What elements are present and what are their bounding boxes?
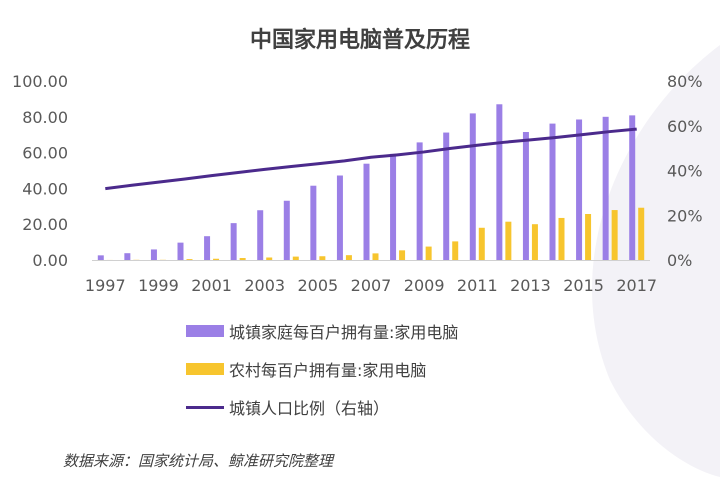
bar-urban-computers [549,123,556,261]
y-right-tick-label: 0% [667,251,692,270]
bar-rural-computers [505,221,512,260]
bar-urban-computers [469,113,476,260]
chart-title: 中国家用电脑普及历程 [249,28,470,53]
legend-swatch-urban [186,325,224,337]
bar-urban-computers [124,253,131,260]
x-tick-label: 2009 [404,276,445,295]
bar-rural-computers [213,258,220,260]
bar-urban-computers [283,200,290,260]
bar-urban-computers [416,142,423,260]
bar-rural-computers [478,227,485,260]
bar-rural-computers [292,256,299,260]
x-tick-label: 2007 [351,276,392,295]
legend-label-ratio: 城镇人口比例（右轴） [229,399,390,418]
bar-urban-computers [576,119,583,260]
x-tick-label: 2013 [510,276,551,295]
bar-urban-computers [257,210,264,260]
bar-urban-computers [177,242,184,260]
bar-rural-computers [611,210,618,260]
bar-urban-computers [97,255,104,260]
y-right-tick-label: 20% [667,206,703,225]
y-left-tick-label: 40.00 [22,179,68,198]
bar-rural-computers [345,255,352,260]
legend-swatch-ratio [186,405,224,409]
y-right-tick-label: 40% [667,162,703,181]
legend-label-rural: 农村每百户拥有量:家用电脑 [229,361,427,380]
bar-urban-computers [310,185,317,260]
x-tick-label: 1997 [85,276,126,295]
data-source-note: 数据来源：国家统计局、鲸准研究院整理 [63,452,334,470]
legend: 城镇家庭每百户拥有量:家用电脑 农村每百户拥有量:家用电脑 城镇人口比例（右轴） [186,312,458,426]
bar-urban-computers [629,115,636,260]
bar-urban-computers [496,104,503,261]
bar-urban-computers [602,116,609,260]
legend-item-ratio: 城镇人口比例（右轴） [186,388,458,426]
x-tick-label: 2011 [457,276,498,295]
legend-item-urban: 城镇家庭每百户拥有量:家用电脑 [186,312,458,350]
legend-item-rural: 农村每百户拥有量:家用电脑 [186,350,458,388]
bar-rural-computers [585,213,592,260]
bar-urban-computers [204,236,211,260]
bar-rural-computers [186,259,193,260]
line-urban-population-ratio [105,127,637,191]
bar-urban-computers [230,223,237,260]
y-left-tick-label: 20.00 [22,215,68,234]
bar-rural-computers [638,207,645,260]
bar-urban-computers [150,249,157,260]
bar-rural-computers [558,217,565,260]
x-tick-label: 1999 [138,276,179,295]
x-tick-label: 2001 [191,276,232,295]
bar-rural-computers [239,258,246,260]
x-tick-label: 2003 [244,276,285,295]
x-tick-label: 2015 [563,276,604,295]
bar-rural-computers [319,256,326,260]
legend-swatch-rural [186,363,224,375]
x-tick-label: 2005 [297,276,338,295]
bar-urban-computers [522,132,529,260]
bar-urban-computers [443,132,450,260]
bar-rural-computers [531,224,538,260]
y-left-tick-label: 0.00 [32,251,68,270]
bar-rural-computers [452,241,459,260]
bar-urban-computers [363,163,370,260]
bar-urban-computers [336,175,343,260]
bar-rural-computers [266,257,273,260]
y-right-tick-label: 60% [667,117,703,136]
y-left-tick-label: 60.00 [22,144,68,163]
bar-rural-computers [372,253,379,260]
legend-label-urban: 城镇家庭每百户拥有量:家用电脑 [229,323,459,342]
x-tick-label: 2017 [616,276,657,295]
bar-rural-computers [425,246,432,260]
y-right-tick-label: 80% [667,72,703,91]
y-left-tick-label: 100.00 [12,72,68,91]
bar-urban-computers [390,153,397,260]
bar-rural-computers [399,250,406,260]
y-left-tick-label: 80.00 [22,108,68,127]
